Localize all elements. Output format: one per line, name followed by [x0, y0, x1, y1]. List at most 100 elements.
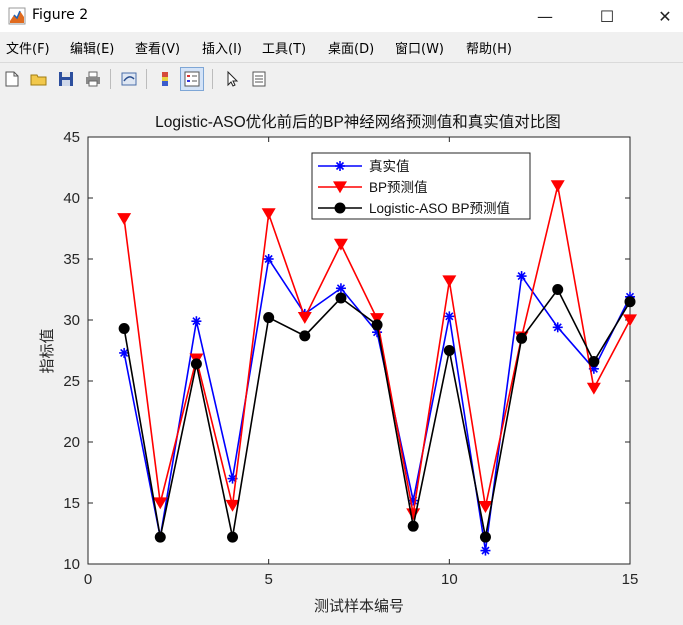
open-file-icon	[30, 74, 47, 86]
data-point	[227, 531, 239, 543]
data-point	[297, 311, 312, 324]
y-tick-label: 25	[63, 373, 80, 390]
menu-help[interactable]: 帮助(H)	[466, 42, 512, 57]
figure-canvas: Logistic-ASO优化前后的BP神经网络预测值和真实值对比图 0 5 10 15…	[0, 95, 683, 621]
data-point	[443, 345, 455, 356]
x-tick-label: 15	[622, 571, 639, 588]
legend-label: 真实值	[369, 159, 410, 174]
data-point	[586, 382, 601, 395]
legend-marker	[333, 181, 347, 194]
data-point	[119, 347, 130, 358]
minimize-button[interactable]: —	[522, 0, 568, 32]
maximize-icon: ☐	[599, 6, 615, 26]
menu-tools[interactable]: 工具(T)	[262, 42, 307, 57]
new-figure-button[interactable]	[0, 67, 24, 91]
y-tick-label: 35	[63, 251, 80, 268]
data-point	[552, 322, 563, 333]
pointer-button[interactable]	[220, 67, 244, 91]
link-plot-icon	[121, 72, 137, 86]
legend-marker	[335, 161, 345, 171]
data-point	[442, 275, 457, 288]
y-tick-label: 40	[63, 190, 80, 207]
data-point	[552, 284, 564, 295]
data-point	[516, 271, 527, 282]
toolbar-separator	[146, 69, 147, 89]
property-inspector-button[interactable]	[247, 67, 271, 91]
open-file-button[interactable]	[27, 67, 51, 91]
data-point	[335, 283, 346, 294]
data-point	[225, 499, 240, 512]
window-title: Figure 2	[32, 7, 89, 23]
chart-legend[interactable]: 真实值 BP预测值 Logistic-ASO BP预测值	[311, 152, 531, 220]
save-icon	[59, 72, 73, 86]
menu-bar: 文件(F) 编辑(E) 查看(V) 插入(I) 工具(T) 桌面(D) 窗口(W…	[0, 34, 683, 62]
insert-legend-icon	[184, 71, 200, 87]
legend-label: Logistic-ASO BP预测值	[369, 201, 510, 216]
chart-title: Logistic-ASO优化前后的BP神经网络预测值和真实值对比图	[155, 113, 561, 131]
data-point	[480, 545, 491, 556]
insert-legend-button[interactable]	[180, 67, 204, 91]
data-point	[371, 319, 383, 331]
data-point	[623, 314, 637, 327]
data-point	[516, 332, 528, 344]
new-figure-icon	[5, 71, 19, 87]
matlab-logo-icon	[8, 7, 26, 25]
insert-colorbar-icon	[162, 72, 168, 86]
data-point	[479, 531, 491, 543]
data-point	[407, 520, 419, 532]
data-point	[550, 180, 565, 193]
series-2	[117, 180, 637, 521]
data-point	[370, 313, 385, 326]
property-inspector-icon	[252, 71, 266, 87]
y-tick-label: 10	[63, 556, 80, 573]
y-tick-label: 15	[63, 495, 80, 512]
data-point	[191, 316, 202, 327]
minimize-icon: —	[537, 6, 553, 26]
data-point	[153, 497, 168, 510]
maximize-button[interactable]: ☐	[584, 0, 630, 32]
toolbar-separator	[212, 69, 213, 89]
menu-edit[interactable]: 编辑(E)	[70, 42, 115, 57]
data-point	[117, 213, 132, 226]
menu-desktop[interactable]: 桌面(D)	[328, 42, 375, 57]
menu-view[interactable]: 查看(V)	[135, 42, 181, 57]
data-point	[299, 330, 311, 342]
menu-insert[interactable]: 插入(I)	[202, 42, 242, 57]
link-plot-button[interactable]	[117, 67, 141, 91]
save-button[interactable]	[54, 67, 78, 91]
menu-file[interactable]: 文件(F)	[6, 42, 50, 57]
data-point	[154, 531, 166, 543]
menu-window[interactable]: 窗口(W)	[395, 42, 444, 57]
legend-marker	[334, 202, 346, 214]
window-titlebar: Figure 2 — ☐ ✕	[0, 0, 683, 32]
data-point	[118, 323, 130, 335]
line-chart: Logistic-ASO优化前后的BP神经网络预测值和真实值对比图 0 5 10 15…	[39, 113, 638, 615]
series-3	[118, 284, 636, 543]
data-point	[261, 208, 276, 221]
toolbar-separator	[110, 69, 111, 89]
y-tick-label: 45	[63, 129, 80, 146]
close-icon: ✕	[658, 6, 672, 26]
y-tick-label: 30	[63, 312, 80, 329]
figure-toolbar	[0, 62, 683, 96]
data-point	[444, 311, 455, 322]
y-axis-label: 指标值	[39, 328, 56, 373]
data-point	[263, 254, 274, 264]
data-point	[263, 312, 275, 324]
x-axis-label: 测试样本编号	[314, 598, 404, 615]
series-layer	[117, 180, 637, 556]
pointer-icon	[227, 70, 239, 87]
close-button[interactable]: ✕	[642, 0, 683, 32]
data-point	[478, 501, 493, 513]
axis-ticks: 0 5 10 15 10 15 20 25 30 35 40 45	[63, 129, 638, 588]
x-tick-label: 10	[441, 571, 458, 588]
print-button[interactable]	[81, 67, 105, 91]
x-tick-label: 5	[264, 571, 272, 588]
data-point	[190, 358, 202, 370]
data-point	[588, 355, 600, 367]
y-tick-label: 20	[63, 434, 80, 451]
data-point	[333, 238, 348, 251]
insert-colorbar-button[interactable]	[153, 67, 177, 91]
data-point	[624, 296, 636, 308]
print-icon	[86, 71, 100, 87]
